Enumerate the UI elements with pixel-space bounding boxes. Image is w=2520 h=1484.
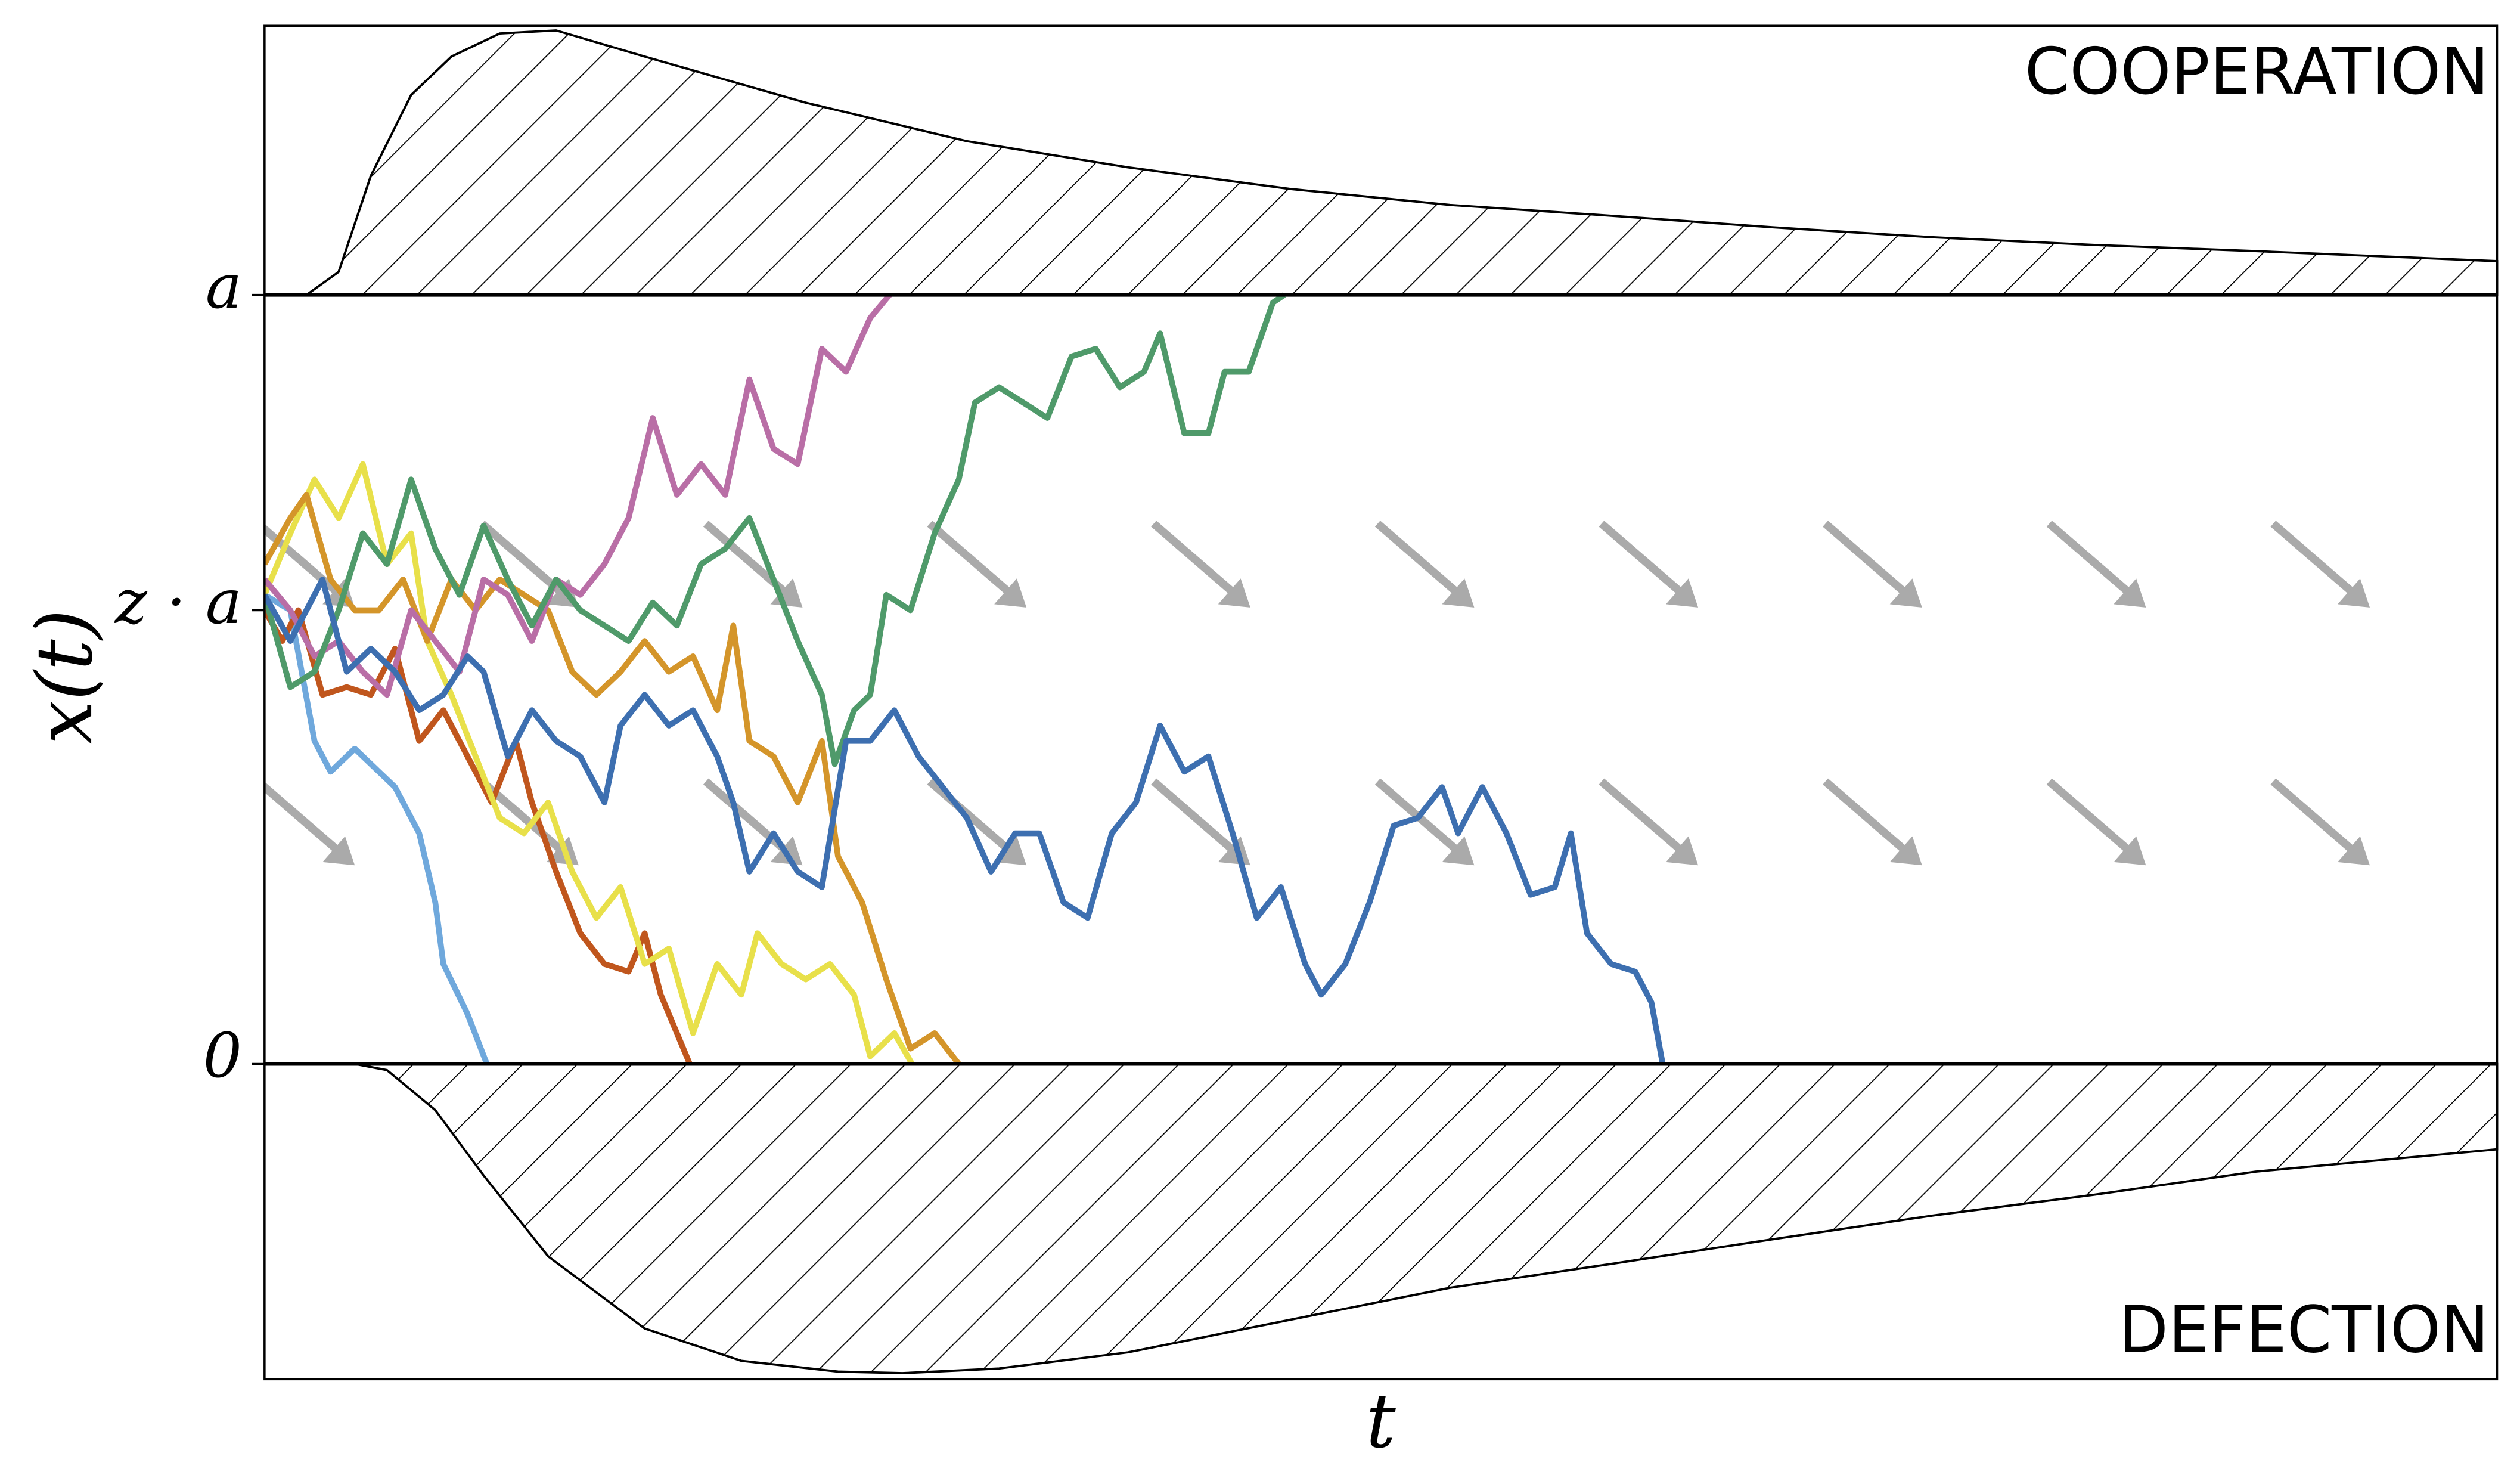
arrow-shaft bbox=[927, 521, 1016, 600]
drift-arrow bbox=[1823, 778, 1922, 866]
arrow-shaft bbox=[2270, 521, 2360, 600]
density-area bbox=[303, 29, 2499, 296]
drift-arrow bbox=[1151, 521, 1250, 608]
arrow-head bbox=[2114, 836, 2146, 866]
arrow-head bbox=[994, 578, 1027, 608]
arrow-shaft bbox=[1151, 778, 1240, 857]
arrow-head bbox=[1889, 578, 1922, 608]
arrow-shaft bbox=[2270, 778, 2360, 857]
annotation: COOPERATION bbox=[2025, 35, 2489, 109]
drift-arrow bbox=[1599, 521, 1699, 608]
y-axis-label: x(t) bbox=[20, 609, 110, 744]
walk-line bbox=[264, 461, 915, 1065]
annotation: DEFECTION bbox=[2119, 1293, 2489, 1367]
arrow-head bbox=[2337, 578, 2370, 608]
y-tick-label: z · a bbox=[114, 567, 242, 638]
arrow-head bbox=[322, 836, 355, 866]
drift-arrow bbox=[479, 521, 579, 608]
arrow-head bbox=[2114, 578, 2146, 608]
drift-arrow bbox=[2270, 521, 2370, 608]
arrow-head bbox=[1442, 836, 1475, 866]
paths bbox=[264, 292, 1666, 1066]
arrow-head bbox=[1889, 836, 1922, 866]
drift-arrow bbox=[2046, 778, 2146, 866]
arrow-shaft bbox=[264, 782, 345, 857]
drift-arrow bbox=[1823, 521, 1922, 608]
arrow-shaft bbox=[1374, 521, 1464, 600]
y-tick-label: 0 bbox=[203, 1021, 242, 1092]
walk-line bbox=[264, 293, 892, 698]
arrow-head bbox=[1218, 578, 1250, 608]
x-axis-label: t bbox=[1366, 1379, 1396, 1465]
drift-arrow bbox=[1599, 778, 1699, 866]
plot-frame bbox=[263, 24, 2499, 1381]
walk-line bbox=[264, 592, 490, 1065]
arrow-head bbox=[1666, 578, 1699, 608]
drift-arrow bbox=[2270, 778, 2370, 866]
arrow-shaft bbox=[1599, 778, 1688, 857]
y-tick-label: a bbox=[206, 252, 242, 323]
drift-arrow bbox=[927, 521, 1027, 608]
walk-line bbox=[264, 492, 961, 1066]
walk-line bbox=[264, 607, 693, 1065]
drift-arrow bbox=[264, 782, 355, 866]
arrow-head bbox=[2337, 836, 2370, 866]
drift-arrow bbox=[1374, 521, 1475, 608]
arrow-head bbox=[1442, 578, 1475, 608]
walk-line bbox=[264, 292, 1286, 767]
walk-line bbox=[264, 577, 1666, 1065]
arrow-shaft bbox=[2046, 521, 2136, 600]
arrow-shaft bbox=[927, 778, 1016, 857]
axes: 0 z · a a bbox=[114, 252, 2497, 1092]
densities bbox=[303, 29, 2499, 1374]
drift-arrows bbox=[264, 521, 2370, 866]
arrow-shaft bbox=[1823, 521, 1912, 600]
arrow-shaft bbox=[1823, 778, 1912, 857]
arrow-head bbox=[1666, 836, 1699, 866]
arrow-head bbox=[770, 578, 803, 608]
arrow-shaft bbox=[1151, 521, 1240, 600]
density-area bbox=[354, 1062, 2499, 1374]
arrow-shaft bbox=[1599, 521, 1688, 600]
arrow-shaft bbox=[2046, 778, 2136, 857]
drift-arrow bbox=[927, 778, 1027, 866]
arrow-shaft bbox=[264, 523, 345, 600]
drift-arrow bbox=[2046, 521, 2146, 608]
